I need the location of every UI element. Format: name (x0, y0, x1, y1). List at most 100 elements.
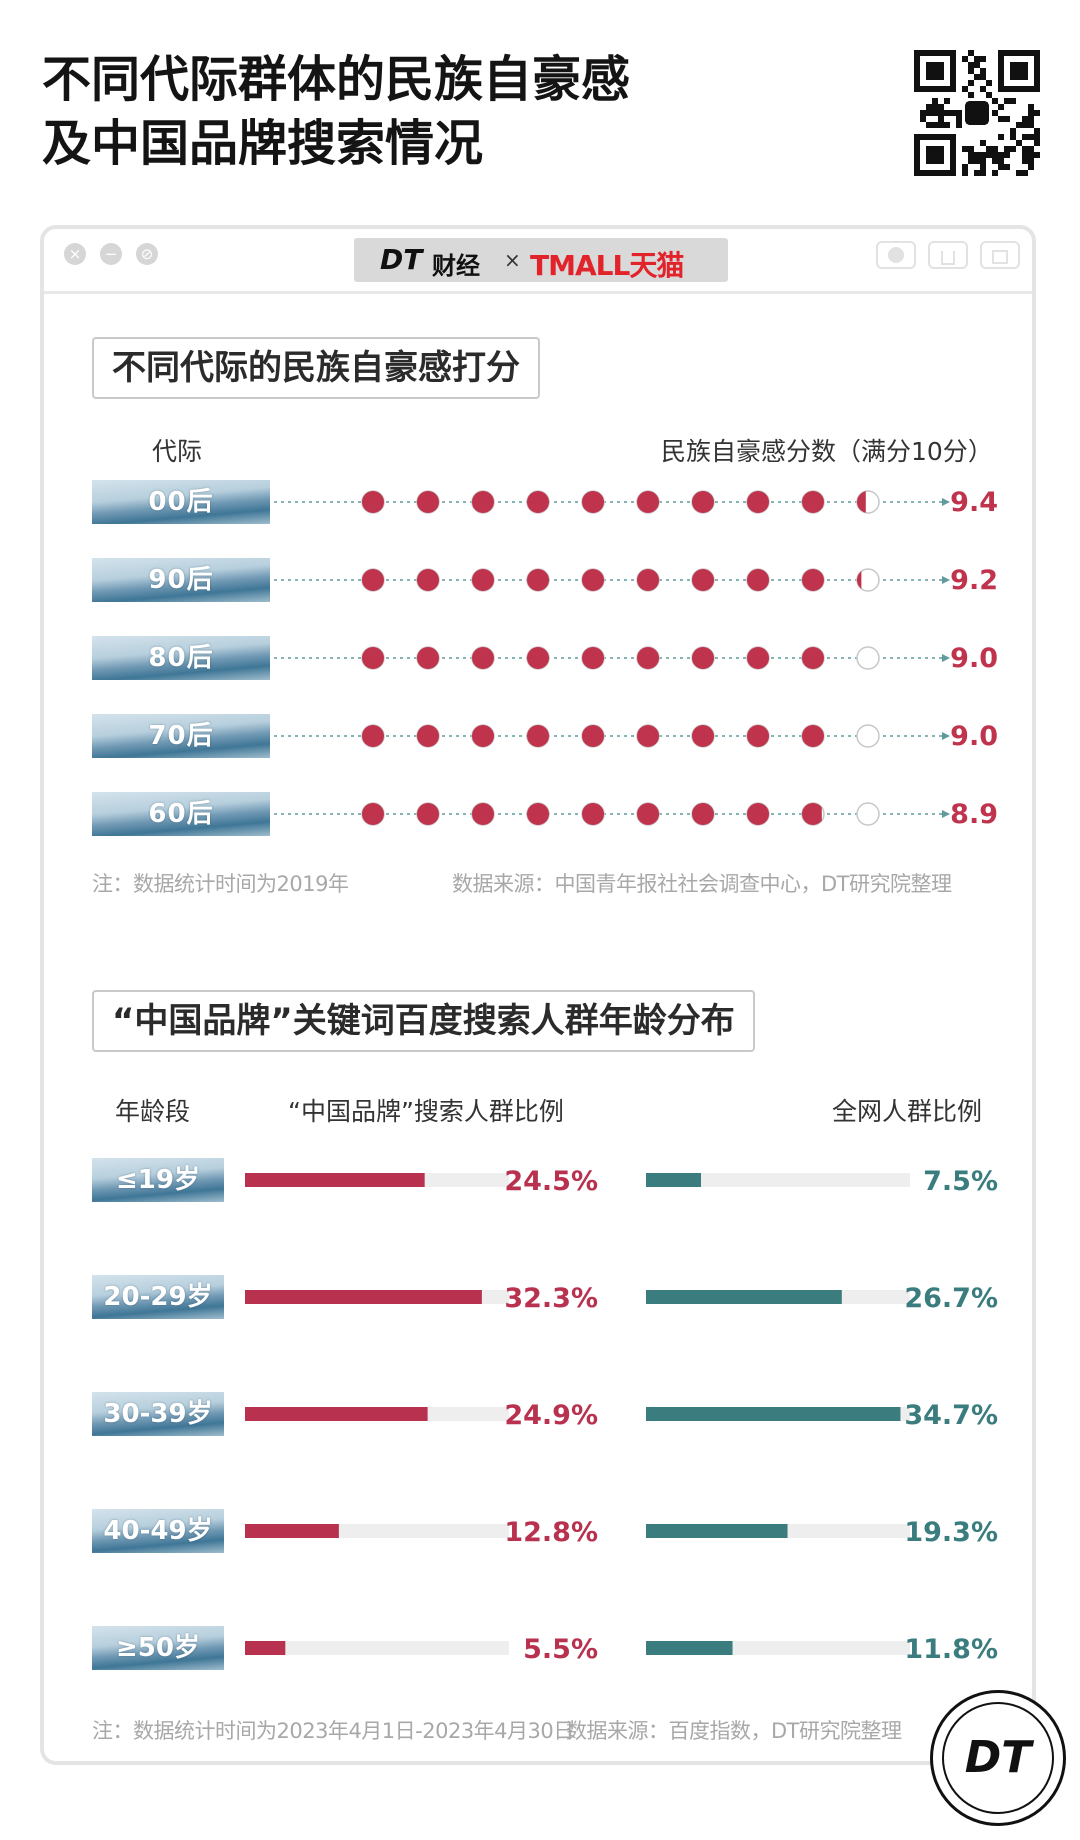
score-dot (746, 646, 770, 670)
arrow-icon (942, 498, 950, 506)
bar-value-label: 26.7% (904, 1283, 998, 1314)
arrow-icon (942, 576, 950, 584)
brand-caijing: 财经 (432, 252, 480, 280)
bar-chart: 24.5% 7.5% 32.3% 26.7% 24.9% 34.7% 12.8% 19.3% 5… (245, 1166, 998, 1665)
score-dot (691, 724, 715, 748)
score-dot (801, 490, 825, 514)
score-dot (526, 802, 550, 826)
bar (245, 1407, 428, 1421)
score-dot (746, 802, 770, 826)
bar (245, 1524, 339, 1538)
minimize-icon[interactable]: − (100, 243, 122, 265)
bar-value-label: 7.5% (923, 1166, 998, 1197)
score-dot (856, 724, 880, 748)
score-dot (856, 490, 880, 514)
score-value-label: 9.0 (950, 721, 998, 752)
bar-value-label: 32.3% (504, 1283, 598, 1314)
arrow-icon (942, 654, 950, 662)
score-value-label: 8.9 (950, 799, 998, 830)
score-dot (361, 802, 385, 826)
score-value-label: 9.0 (950, 643, 998, 674)
score-dot (691, 490, 715, 514)
chart2-series2-header: 全网人群比例 (832, 1097, 983, 1126)
page-title: 不同代际群体的民族自豪感 及中国品牌搜索情况 (42, 48, 862, 176)
row-label: 20-29岁 (92, 1275, 224, 1319)
dt-badge-logo: DT (942, 1702, 1054, 1814)
score-dot (801, 724, 825, 748)
row-label: 70后 (92, 714, 270, 758)
score-value-label: 9.2 (950, 565, 998, 596)
chart1-category-header: 代际 (152, 437, 203, 466)
row-label: 90后 (92, 558, 270, 602)
bar-value-label: 24.9% (504, 1400, 598, 1431)
close-icon[interactable]: × (64, 243, 86, 265)
score-dot (801, 646, 825, 670)
chart2-category-header: 年龄段 (115, 1097, 191, 1126)
maximize-icon[interactable]: ⊘ (136, 243, 158, 265)
brand-times: × (504, 248, 521, 272)
score-dot (691, 646, 715, 670)
score-dot (416, 490, 440, 514)
copy-icon[interactable] (980, 241, 1020, 269)
row-label: 30-39岁 (92, 1392, 224, 1436)
score-dot (416, 802, 440, 826)
score-dot (801, 568, 825, 592)
bar (646, 1524, 788, 1538)
record-icon[interactable] (876, 241, 916, 269)
bar (646, 1641, 733, 1655)
score-dot (636, 802, 660, 826)
score-dot (746, 724, 770, 748)
chart1-value-header: 民族自豪感分数（满分10分） (661, 437, 993, 466)
row-label: 00后 (92, 480, 270, 524)
score-dot (581, 490, 605, 514)
row-label: 40-49岁 (92, 1509, 224, 1553)
score-dot (636, 646, 660, 670)
brand-banner: DT 财经 × TMALL天猫 (354, 238, 728, 282)
qr-code (914, 50, 1040, 176)
score-dot (581, 802, 605, 826)
brand-dt-logo: DT (380, 243, 423, 276)
score-dot (636, 490, 660, 514)
bar-value-label: 19.3% (904, 1517, 998, 1548)
score-value-label: 9.4 (950, 487, 998, 518)
bar (245, 1173, 425, 1187)
score-dot (636, 724, 660, 748)
score-dot (691, 568, 715, 592)
score-dot (856, 646, 880, 670)
bar-track (245, 1641, 509, 1655)
bar (646, 1407, 901, 1421)
score-dot (856, 802, 880, 826)
chart1-note: 注：数据统计时间为2019年 (92, 872, 349, 896)
score-dot (416, 568, 440, 592)
score-dot (581, 568, 605, 592)
score-dot (471, 646, 495, 670)
score-dot (361, 568, 385, 592)
row-label: 80后 (92, 636, 270, 680)
share-icon[interactable] (928, 241, 968, 269)
score-dot (526, 568, 550, 592)
row-label: ≥50岁 (92, 1626, 224, 1670)
score-dot (856, 568, 880, 592)
score-dot (471, 724, 495, 748)
score-dot (471, 568, 495, 592)
score-dot (746, 568, 770, 592)
row-label: ≤19岁 (92, 1158, 224, 1202)
score-dot (581, 646, 605, 670)
bar-value-label: 12.8% (504, 1517, 598, 1548)
score-dot (526, 724, 550, 748)
brand-tmall-logo: TMALL天猫 (530, 249, 684, 282)
page-title-line2: 及中国品牌搜索情况 (42, 115, 484, 172)
bar-track (646, 1173, 910, 1187)
score-dot (526, 490, 550, 514)
score-dot (361, 646, 385, 670)
score-dot (416, 646, 440, 670)
bar-value-label: 5.5% (523, 1634, 598, 1665)
score-dot (691, 802, 715, 826)
bar (646, 1173, 701, 1187)
score-dot (746, 490, 770, 514)
bar (646, 1290, 842, 1304)
score-dot (361, 724, 385, 748)
score-dot (636, 568, 660, 592)
chart2-title: “中国品牌”关键词百度搜索人群年龄分布 (92, 990, 755, 1052)
score-dot (416, 724, 440, 748)
